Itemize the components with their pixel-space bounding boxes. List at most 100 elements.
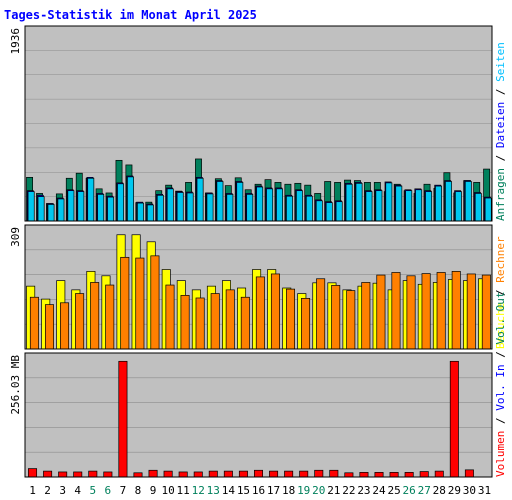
bar-seiten-38	[395, 185, 403, 222]
bar-volumen-28	[434, 470, 444, 478]
bar-seiten-34	[355, 182, 363, 222]
legend-separator: /	[494, 345, 507, 365]
x-tick-label-day-6: 6	[105, 484, 112, 497]
bar-seiten-8	[97, 194, 105, 222]
legend-entry-vol-out: Vol. Out	[494, 292, 507, 345]
y-tick-label-bottom: 256.03 MB	[9, 355, 22, 415]
legend-separator: /	[494, 411, 507, 431]
bar-rechner-7	[120, 256, 130, 350]
bar-rechner-27	[421, 273, 431, 350]
bar-rechner-16	[255, 276, 265, 350]
bar-seiten-27	[286, 195, 293, 222]
bar-seiten-13	[146, 204, 154, 222]
bar-seiten-33	[345, 183, 353, 222]
bar-seiten-20	[216, 181, 224, 222]
legend-separator: /	[494, 283, 507, 303]
chart-panels: 1936 Anfragen / Dateien / Seiten 309 Besuch…	[9, 25, 507, 478]
bar-seiten-23	[246, 194, 254, 222]
bar-rechner-8	[135, 257, 145, 350]
bar-seiten-19	[206, 193, 214, 222]
bar-rechner-23	[361, 282, 371, 350]
bar-volumen-16	[254, 469, 264, 478]
bar-volumen-2	[43, 470, 53, 478]
bar-rechner-12	[195, 297, 205, 350]
x-tick-label-day-8: 8	[135, 484, 142, 497]
bar-rechner-2	[44, 304, 54, 350]
bar-volumen-7	[118, 360, 128, 478]
bar-volumen-8	[133, 472, 143, 478]
bar-seiten-17	[186, 192, 194, 222]
bar-volumen-3	[58, 471, 68, 478]
x-tick-label-day-25: 25	[387, 484, 400, 497]
x-tick-label-day-31: 31	[478, 484, 491, 497]
bar-rechner-4	[75, 293, 85, 350]
bar-seiten-11	[127, 176, 134, 222]
bar-seiten-45	[464, 181, 472, 222]
plot-area-bottom	[25, 353, 492, 477]
legend-label-top: Anfragen / Dateien / Seiten	[494, 42, 507, 221]
bar-volumen-10	[163, 470, 173, 478]
bar-seiten-9	[107, 196, 115, 222]
x-tick-label-day-1: 1	[29, 484, 36, 497]
bar-rechner-22	[346, 290, 356, 350]
x-tick-label-day-21: 21	[327, 484, 340, 497]
legend-label-bottom: Volumen / Vol. In / Vol. Out	[494, 292, 507, 477]
legend-label-middle: Besuche / Rechner	[494, 236, 507, 349]
bar-volumen-18	[284, 470, 294, 478]
x-tick-label-day-19: 19	[297, 484, 310, 497]
x-tick-label-day-24: 24	[372, 484, 386, 497]
bar-rechner-15	[240, 296, 250, 350]
bar-volumen-27	[419, 471, 429, 478]
x-tick-label-day-20: 20	[312, 484, 325, 497]
bar-rechner-20	[316, 278, 326, 350]
bar-rechner-1	[29, 296, 39, 350]
bar-rechner-17	[270, 273, 280, 350]
legend-entry-vol-in: Vol. In	[494, 364, 507, 410]
x-tick-label-day-5: 5	[89, 484, 96, 497]
bar-volumen-12	[193, 471, 203, 478]
bar-rechner-26	[406, 275, 416, 350]
x-tick-label-day-30: 30	[463, 484, 476, 497]
legend-separator: /	[494, 148, 507, 168]
x-tick-label-day-3: 3	[59, 484, 66, 497]
bar-volumen-14	[223, 470, 233, 478]
bar-rechner-21	[331, 285, 341, 350]
bar-volumen-5	[88, 470, 98, 478]
bar-seiten-4	[57, 198, 65, 222]
bar-seiten-46	[474, 193, 482, 222]
legend-entry-besuche: Besuche	[494, 303, 507, 349]
bar-rechner-14	[225, 289, 235, 350]
bar-seiten-10	[117, 183, 125, 222]
x-tick-label-day-13: 13	[207, 484, 220, 497]
x-axis-day-labels: 1 2 3 4 5 6 7 8 9 10 11 12 13 14 15 16 17 18 19 20 21 22 23 24 2…	[29, 484, 491, 497]
chart-title: Tages-Statistik im Monat April 2025	[4, 8, 257, 22]
plot-frame-top	[24, 25, 493, 222]
y-tick-label-top: 1936	[9, 28, 22, 55]
bar-volumen-29	[449, 360, 459, 478]
bar-rechner-9	[150, 255, 160, 350]
bar-seiten-39	[405, 190, 413, 222]
bar-rechner-5	[90, 282, 100, 350]
bar-seiten-24	[256, 186, 264, 222]
panel-top: 1936 Anfragen / Dateien / Seiten	[9, 25, 507, 222]
bar-volumen-24	[374, 472, 384, 478]
bar-rechner-10	[165, 284, 175, 350]
bar-seiten-15	[166, 188, 174, 222]
bar-seiten-28	[296, 190, 303, 222]
x-tick-label-day-26: 26	[403, 484, 416, 497]
legend-separator: /	[494, 82, 507, 102]
x-tick-label-day-18: 18	[282, 484, 295, 497]
bar-rechner-25	[391, 272, 401, 350]
x-tick-label-day-28: 28	[433, 484, 446, 497]
bar-volumen-1	[28, 468, 38, 478]
bar-rechner-28	[436, 272, 446, 350]
bar-seiten-1	[27, 191, 35, 222]
bar-volumen-13	[208, 470, 218, 478]
bar-seiten-40	[415, 189, 423, 222]
legend-entry-dateien: Dateien	[494, 102, 507, 148]
bar-volumen-20	[314, 469, 324, 478]
bar-seiten-47	[484, 197, 492, 222]
bar-volumen-30	[464, 469, 474, 478]
bar-rechner-30	[466, 273, 476, 350]
